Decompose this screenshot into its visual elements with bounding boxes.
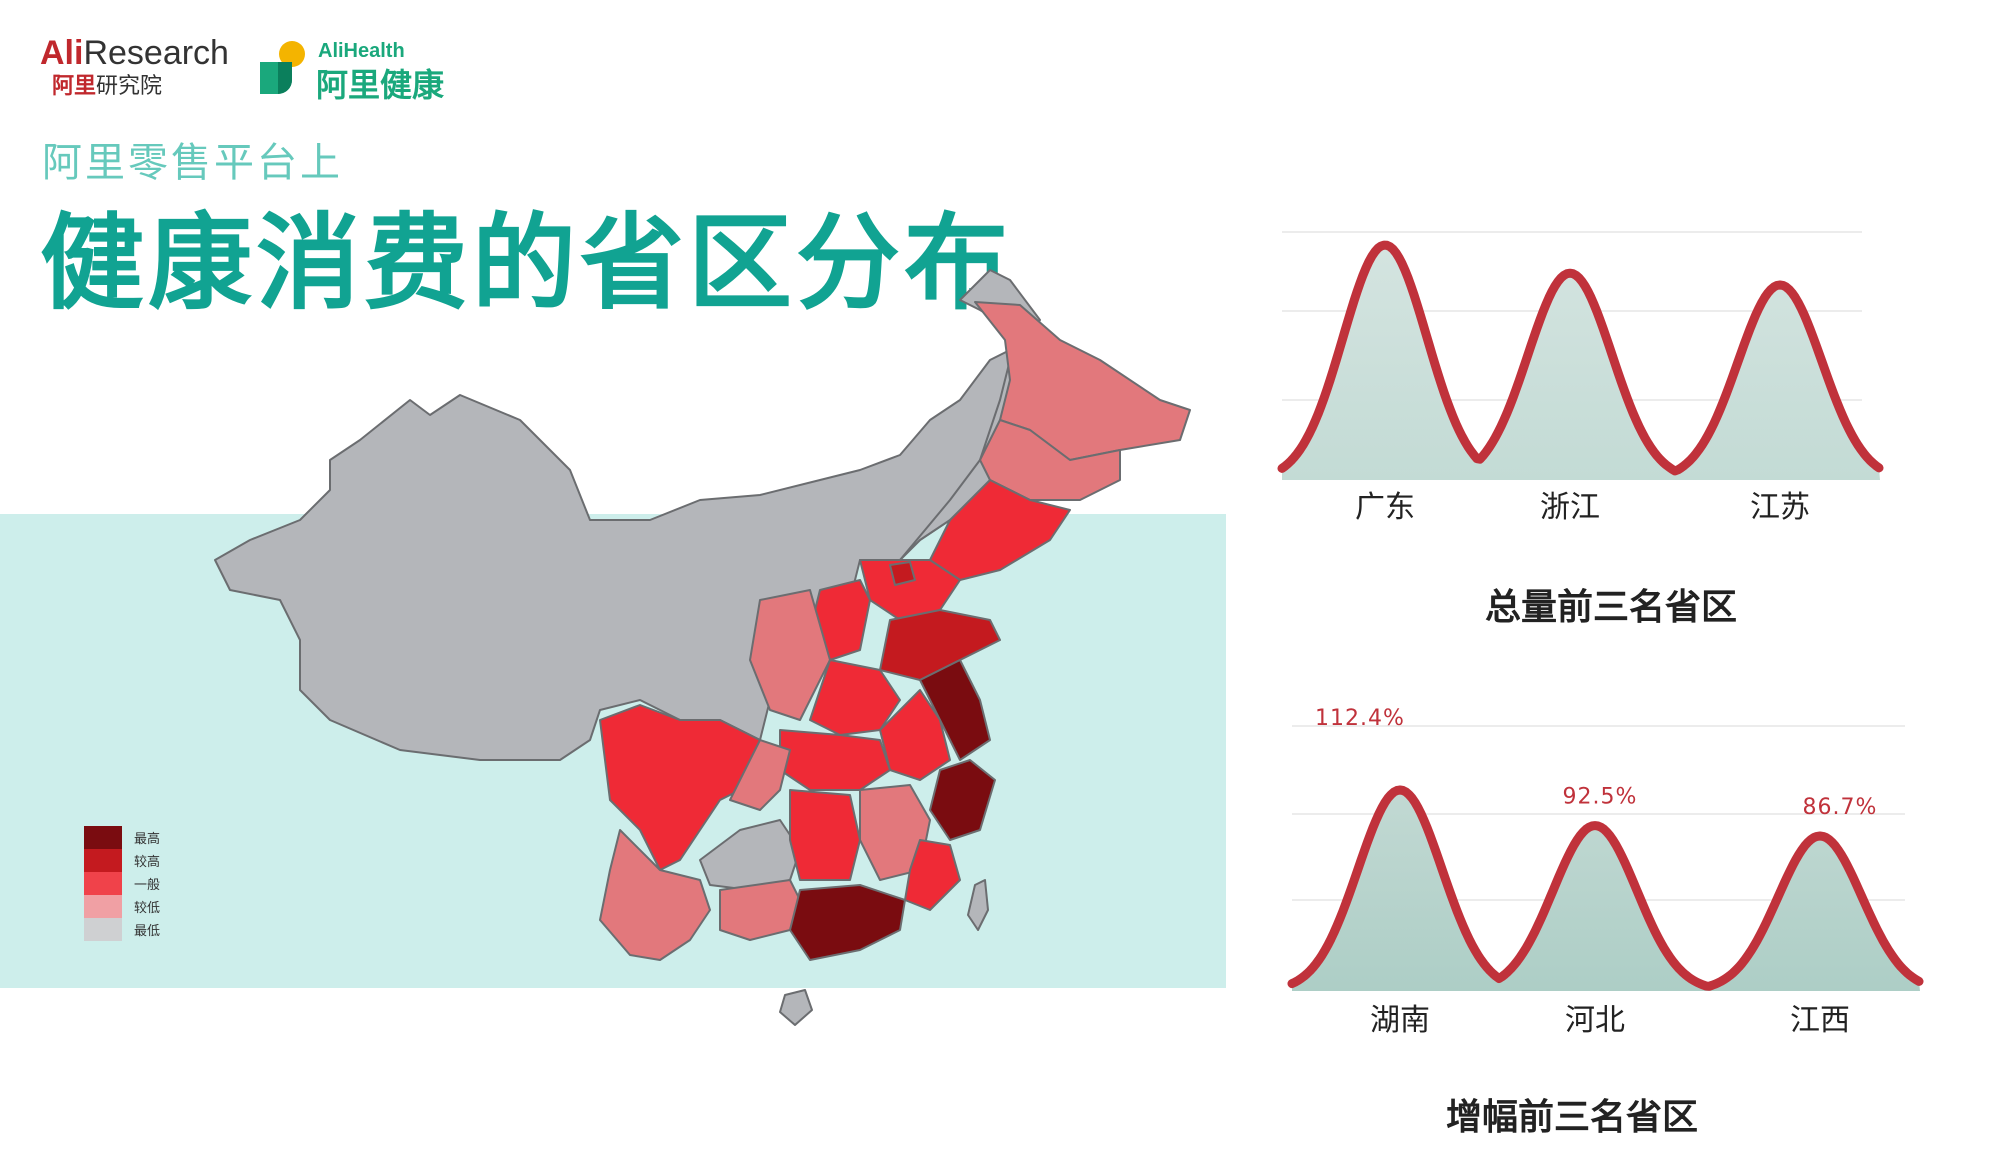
legend-swatch-lowest <box>84 918 122 941</box>
peak-data-label: 112.4% <box>1315 706 1405 731</box>
legend-swatch-highest <box>84 826 122 849</box>
peak-category-label: 浙江 <box>1540 490 1600 525</box>
province-beijing <box>889 561 916 586</box>
legend-swatch-low <box>84 895 122 918</box>
province-yunnan <box>599 829 711 961</box>
province-guizhou-gray <box>699 819 801 891</box>
page-title: 健康消费的省区分布 <box>40 202 1013 324</box>
peak-curve <box>1277 240 1884 476</box>
legend-item: 最低 <box>84 918 160 941</box>
peak-chart-1: 湖南 河北 江西 112.4% 92.5% 86.7% <box>1287 706 1924 1038</box>
province-heilongjiang <box>974 301 1191 461</box>
legend-label: 较高 <box>134 855 161 870</box>
peak-category-label: 河北 <box>1565 1003 1625 1038</box>
peak-category-label: 广东 <box>1355 490 1415 525</box>
peak-curve <box>1287 785 1924 991</box>
legend-label: 一般 <box>134 878 161 893</box>
legend-swatch-medium <box>84 872 122 895</box>
province-sichuan <box>599 704 761 871</box>
logo-research-text: Research <box>83 34 229 72</box>
province-shandong <box>879 609 1001 681</box>
peak-chart-0: 广东 浙江 江苏 <box>1277 231 1884 525</box>
legend-label: 最高 <box>134 832 161 847</box>
legend-swatch-high <box>84 849 122 872</box>
page-subtitle: 阿里零售平台上 <box>42 140 343 186</box>
peak-category-label: 湖南 <box>1370 1003 1430 1038</box>
province-fujian <box>904 839 961 911</box>
peak-data-label: 92.5% <box>1563 785 1638 810</box>
chart-title-total: 总量前三名省区 <box>1485 587 1738 628</box>
province-chongqing <box>729 739 791 811</box>
logo-health-cn: 阿里健康 <box>316 66 445 104</box>
province-jilin <box>979 419 1121 501</box>
logo-ali-text: Ali <box>40 34 84 72</box>
map-legend: 最高 较高 一般 较低 最低 <box>84 826 160 941</box>
province-guangdong <box>789 884 906 961</box>
peak-category-label: 江苏 <box>1750 490 1810 525</box>
legend-label: 最低 <box>134 924 161 939</box>
peak-data-label: 86.7% <box>1803 795 1878 820</box>
alihealth-mark-icon <box>260 41 305 94</box>
legend-item: 最高 <box>84 826 160 849</box>
province-zhejiang <box>929 759 996 841</box>
logo-ali-sub-a: 阿里 <box>52 73 97 98</box>
logo-health-en: AliHealth <box>318 40 405 62</box>
province-taiwan <box>967 879 989 931</box>
aliresearch-logo: AliResearch 阿里研究院 <box>40 34 229 98</box>
logo-ali-sub-b: 研究院 <box>96 73 163 98</box>
legend-item: 较高 <box>84 849 160 872</box>
province-shaanxi <box>749 589 831 721</box>
legend-item: 较低 <box>84 895 160 918</box>
province-hainan <box>779 989 813 1026</box>
chart-title-growth: 增幅前三名省区 <box>1446 1097 1699 1138</box>
logo-ali-subtitle: 阿里研究院 <box>52 68 162 100</box>
province-hebei <box>859 559 961 621</box>
peak-area <box>1292 790 1920 991</box>
peak-area <box>1282 245 1880 480</box>
peak-category-label: 江西 <box>1790 1003 1850 1038</box>
legend-label: 较低 <box>134 901 161 916</box>
province-hunan <box>789 789 861 881</box>
legend-item: 一般 <box>84 872 160 895</box>
